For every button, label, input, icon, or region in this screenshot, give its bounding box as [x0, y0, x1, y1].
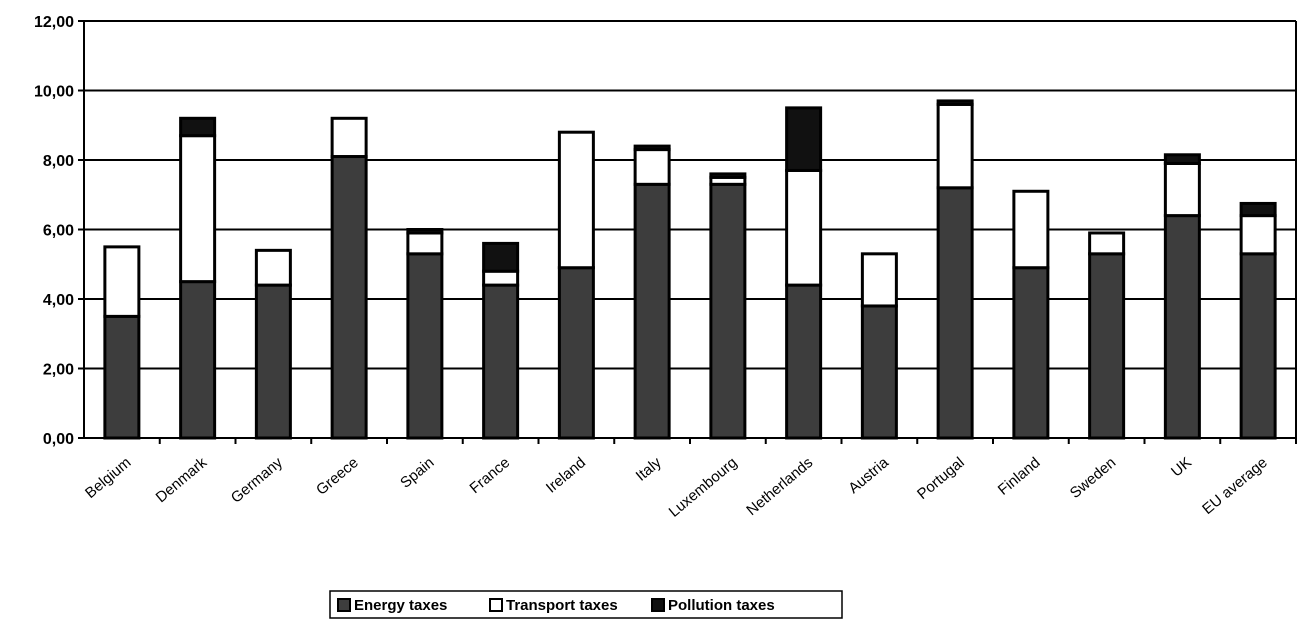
y-axis-tick-labels: 0,00 2,00 4,00 6,00 8,00 10,00 12,00	[34, 14, 74, 448]
pollution-bar-segment	[1163, 153, 1201, 165]
bar-stack	[1163, 153, 1201, 440]
bar-stack	[482, 241, 520, 440]
bar-stack	[557, 130, 595, 440]
bar-stack	[709, 172, 747, 440]
x-axis-category-labels: Belgium Denmark Germany Greece Spain France Ir…	[82, 454, 1271, 521]
y-tick-label: 6,00	[43, 223, 74, 240]
pollution-bar-segment	[709, 172, 747, 179]
transport-bar-segment	[179, 134, 217, 284]
pollution-bar-segment	[633, 144, 671, 152]
energy-bar-segment	[557, 266, 595, 440]
x-category-label: Italy	[633, 454, 665, 485]
pollution-bar-segment	[936, 99, 974, 106]
energy-bar-segment	[482, 283, 520, 440]
pollution-bar-segment	[1239, 201, 1277, 218]
legend-label: Transport taxes	[506, 597, 618, 614]
legend-label: Energy taxes	[354, 597, 447, 614]
legend: Energy taxes Transport taxes Pollution tax…	[329, 590, 843, 619]
x-category-label: Portugal	[914, 454, 968, 503]
bar-stack	[254, 248, 292, 440]
x-category-label: Ireland	[543, 454, 589, 497]
transport-bar-segment	[1239, 214, 1277, 256]
legend-label: Pollution taxes	[668, 597, 775, 614]
energy-legend-swatch	[337, 598, 351, 612]
energy-bar-segment	[936, 186, 974, 440]
x-category-label: Finland	[995, 454, 1044, 499]
pollution-bar-segment	[406, 228, 444, 235]
transport-bar-segment	[860, 252, 898, 308]
transport-bar-segment	[785, 168, 823, 287]
y-tick-label: 2,00	[43, 362, 74, 379]
bar-stack	[785, 106, 823, 440]
transport-bar-segment	[406, 231, 444, 256]
transport-bar-segment	[330, 116, 368, 159]
bar-stack	[633, 144, 671, 440]
pollution-bar-segment	[785, 106, 823, 172]
x-category-label: Sweden	[1067, 454, 1119, 502]
energy-bar-segment	[785, 283, 823, 440]
bars	[103, 99, 1277, 440]
bar-stack	[330, 116, 368, 440]
transport-bar-segment	[936, 102, 974, 190]
x-category-label: Germany	[228, 454, 287, 507]
y-tick-label: 4,00	[43, 292, 74, 309]
y-tick-label: 10,00	[34, 84, 74, 101]
energy-bar-segment	[1163, 214, 1201, 440]
bar-stack	[103, 245, 141, 440]
y-tick-label: 8,00	[43, 153, 74, 170]
x-category-label: Spain	[397, 454, 437, 492]
energy-bar-segment	[860, 304, 898, 440]
axes	[78, 20, 1297, 444]
transport-bar-segment	[1012, 189, 1050, 270]
transport-bar-segment	[1088, 231, 1126, 256]
transport-bar-segment	[1163, 161, 1201, 218]
pollution-bar-segment	[482, 241, 520, 273]
x-category-label: Austria	[845, 454, 892, 497]
transport-bar-segment	[103, 245, 141, 318]
bar-stack	[179, 116, 217, 440]
x-category-label: Denmark	[153, 454, 211, 506]
pollution-bar-segment	[179, 116, 217, 138]
bar-stack	[1012, 189, 1050, 440]
x-category-label: Luxembourg	[666, 454, 741, 521]
bar-stack	[406, 228, 444, 440]
energy-bar-segment	[254, 283, 292, 440]
energy-bar-segment	[330, 155, 368, 440]
x-category-label: France	[467, 454, 514, 497]
transport-bar-segment	[557, 130, 595, 270]
energy-bar-segment	[1012, 266, 1050, 440]
energy-bar-segment	[406, 252, 444, 440]
legend-box	[329, 590, 843, 619]
energy-bar-segment	[179, 280, 217, 440]
bar-stack	[936, 99, 974, 440]
energy-bar-segment	[1239, 252, 1277, 440]
x-category-label: Netherlands	[743, 454, 816, 519]
x-category-label: Greece	[313, 454, 362, 499]
y-tick-label: 12,00	[34, 14, 74, 31]
energy-bar-segment	[709, 182, 747, 440]
pollution-legend-swatch	[651, 598, 665, 612]
energy-bar-segment	[103, 314, 141, 440]
energy-bar-segment	[633, 182, 671, 440]
bar-stack	[1088, 231, 1126, 440]
transport-legend-swatch	[489, 598, 503, 612]
x-category-label: UK	[1168, 454, 1195, 480]
transport-bar-segment	[254, 248, 292, 287]
bar-stack	[1239, 201, 1277, 440]
transport-bar-segment	[633, 148, 671, 186]
energy-bar-segment	[1088, 252, 1126, 440]
x-category-label: EU average	[1199, 454, 1271, 518]
y-tick-label: 0,00	[43, 431, 74, 448]
bar-stack	[860, 252, 898, 440]
transport-bar-segment	[482, 269, 520, 287]
x-category-label: Belgium	[82, 454, 134, 502]
